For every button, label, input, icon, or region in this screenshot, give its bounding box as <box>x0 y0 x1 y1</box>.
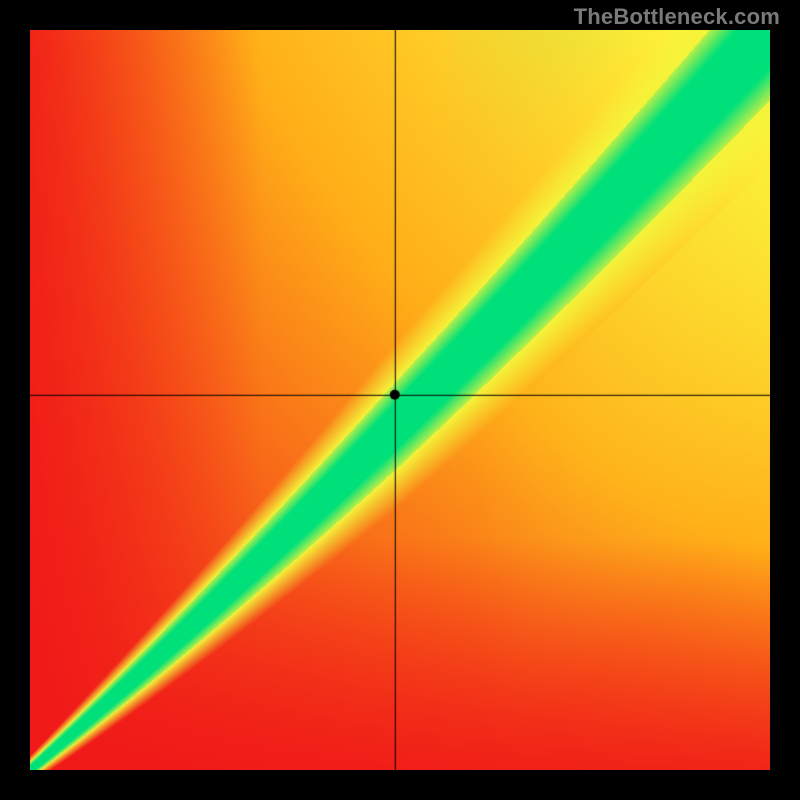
watermark-text: TheBottleneck.com <box>574 4 780 30</box>
heatmap-canvas <box>30 30 770 770</box>
plot-frame <box>30 30 770 770</box>
chart-container: TheBottleneck.com <box>0 0 800 800</box>
